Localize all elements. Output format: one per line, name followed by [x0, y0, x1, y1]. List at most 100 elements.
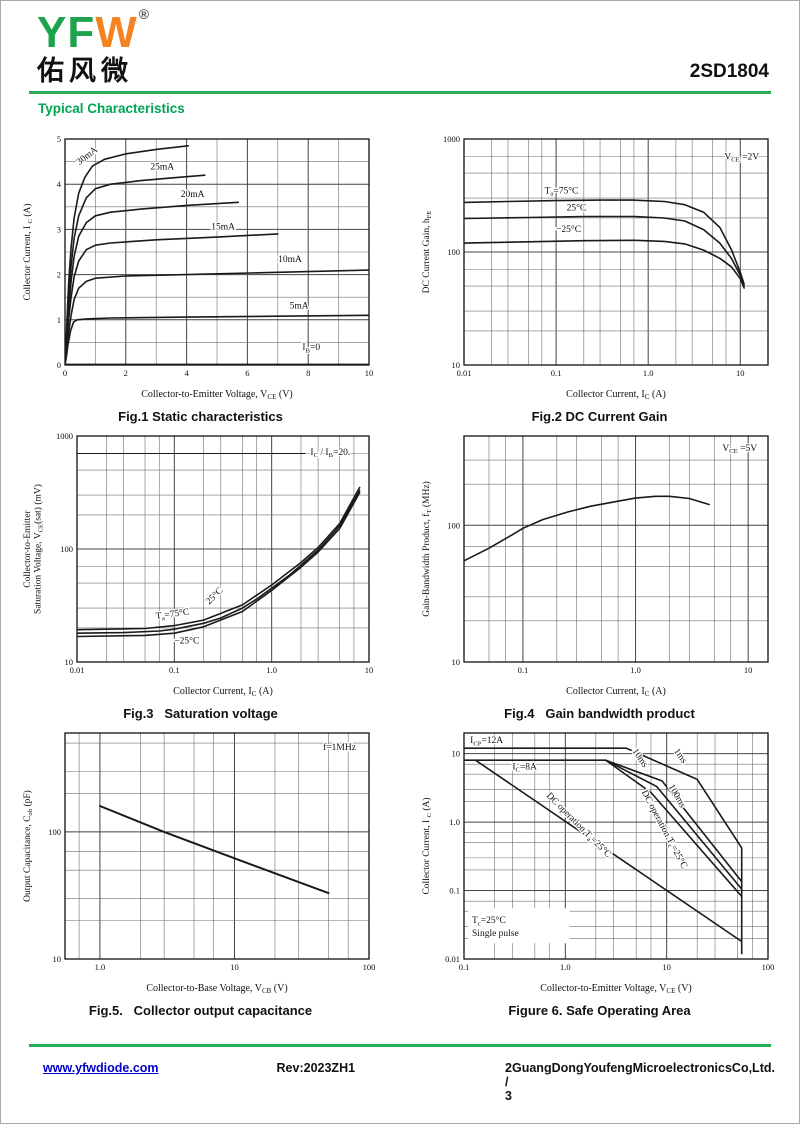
fig5-caption: Fig.5. Collector output capacitance: [88, 1003, 313, 1018]
figure-1: 30mA 25mA 20mA 15mA 10mA 5mA IB=0 0 2 4 6 8 10 0 1 2 3 4 5…: [18, 129, 383, 424]
svg-text:100: 100: [60, 544, 73, 554]
svg-text:ICP=12A: ICP=12A: [470, 736, 503, 747]
svg-text:Collector Current, IC (A): Collector Current, IC (A): [173, 686, 273, 698]
svg-text:Collector Current, I C (A): Collector Current, I C (A): [421, 797, 433, 894]
svg-text:10: 10: [230, 962, 239, 972]
svg-text:100: 100: [447, 520, 460, 530]
page-footer: www.yfwdiode.com Rev:2023ZH1 2 / 3 Guang…: [29, 1044, 775, 1103]
svg-text:Collector-to-Emitter Voltage,: Collector-to-Emitter Voltage, VCE (V): [540, 983, 692, 995]
svg-text:20mA: 20mA: [180, 190, 204, 200]
figure-5: f=1MHz 1.0 10 100 10 100 Collector-to-Base Vol…: [18, 723, 383, 1018]
brand-logo-text: YFW®: [37, 7, 150, 55]
svg-text:25mA: 25mA: [150, 162, 174, 172]
fig3-caption: Fig.3 Saturation voltage: [123, 706, 278, 721]
svg-text:10mA: 10mA: [278, 255, 302, 265]
svg-text:8: 8: [306, 368, 310, 378]
svg-text:0.01: 0.01: [456, 368, 471, 378]
svg-text:0.1: 0.1: [458, 962, 469, 972]
svg-text:1.0: 1.0: [449, 817, 460, 827]
svg-text:5: 5: [56, 134, 60, 144]
svg-text:DC Current Gain, hFE: DC Current Gain, hFE: [422, 211, 433, 294]
svg-text:15mA: 15mA: [211, 222, 235, 232]
svg-text:Output Capacitance, Cob (pF): Output Capacitance, Cob (pF): [22, 790, 34, 902]
svg-text:1.0: 1.0: [630, 665, 641, 675]
fig2-caption: Fig.2 DC Current Gain: [531, 409, 668, 424]
svg-text:100: 100: [761, 962, 774, 972]
svg-text:0: 0: [56, 360, 60, 370]
fig4-caption: Fig.4 Gain bandwidth product: [504, 706, 695, 721]
fig2-dc-current-gain-chart: Ta=75°C 25°C −25°C VCE =2V 0.01 0.1 1.0 10 10 100…: [417, 129, 782, 401]
svg-text:Collector Current, IC (A): Collector Current, IC (A): [566, 686, 666, 698]
svg-text:4: 4: [184, 368, 189, 378]
svg-text:10: 10: [64, 657, 73, 667]
brand-logo-w: W: [95, 8, 138, 57]
svg-text:Ta=75°C: Ta=75°C: [155, 606, 190, 623]
svg-text:0.01: 0.01: [69, 665, 84, 675]
fig1-caption: Fig.1 Static characteristics: [118, 409, 283, 424]
revision-label: Rev:2023ZH1: [276, 1061, 356, 1075]
page-indicator: 2 / 3: [505, 1061, 512, 1103]
svg-text:0.01: 0.01: [445, 954, 460, 964]
fig5-output-capacitance-chart: f=1MHz 1.0 10 100 10 100 Collector-to-Base Vol…: [18, 723, 383, 995]
svg-text:VCE =2V: VCE =2V: [724, 152, 759, 163]
svg-text:10: 10: [52, 954, 61, 964]
svg-text:IB=0: IB=0: [302, 343, 320, 354]
svg-text:IC=8A: IC=8A: [512, 762, 537, 773]
company-name: GuangDongYoufengMicroelectronicsCo,Ltd.: [512, 1061, 775, 1075]
svg-text:0.1: 0.1: [169, 665, 180, 675]
fig4-gain-bandwidth-chart: VCE =5V 0.1 1.0 10 10 100 Collector Current, I…: [417, 426, 782, 698]
footer-row: www.yfwdiode.com Rev:2023ZH1 2 / 3 Guang…: [29, 1061, 775, 1103]
svg-text:1.0: 1.0: [642, 368, 653, 378]
fig6-caption: Figure 6. Safe Operating Area: [508, 1003, 691, 1018]
svg-text:1.0: 1.0: [94, 962, 105, 972]
svg-text:3: 3: [56, 224, 60, 234]
brand-logo: YFW® 佑风微: [37, 7, 150, 85]
svg-text:Single pulse: Single pulse: [472, 929, 519, 939]
svg-text:10: 10: [451, 360, 460, 370]
page-header: YFW® 佑风微 2SD1804: [1, 1, 799, 127]
svg-text:Collector Current, I C (A): Collector Current, I C (A): [22, 203, 34, 300]
svg-text:0.1: 0.1: [517, 665, 528, 675]
svg-text:Collector-to-Base Voltage, VCB: Collector-to-Base Voltage, VCB (V): [146, 983, 287, 995]
svg-text:10: 10: [736, 368, 745, 378]
svg-text:10: 10: [451, 749, 460, 759]
svg-text:Collector Current, IC (A): Collector Current, IC (A): [566, 389, 666, 401]
footer-divider: [29, 1044, 771, 1047]
fig3-saturation-voltage-chart: Ta=75°C25°C−25°CIC / IB=20.0.01 0.1 1.0 101…: [18, 426, 383, 698]
header-divider: [29, 91, 771, 94]
svg-text:100: 100: [447, 247, 460, 257]
svg-text:−25°C: −25°C: [556, 224, 581, 235]
svg-text:10: 10: [364, 368, 373, 378]
svg-text:1000: 1000: [56, 431, 73, 441]
svg-text:10: 10: [662, 962, 671, 972]
svg-text:Collector-to-Emitter: Collector-to-Emitter: [23, 509, 33, 587]
svg-text:0: 0: [62, 368, 66, 378]
svg-text:25°C: 25°C: [566, 203, 586, 214]
svg-text:5mA: 5mA: [289, 302, 308, 312]
figure-3: Ta=75°C 25°C −25°C IC / IB=20. 0.01 0.1 1.0 10 1…: [18, 426, 383, 721]
svg-text:1.0: 1.0: [266, 665, 277, 675]
registered-trademark-icon: ®: [138, 6, 151, 22]
svg-text:Saturation Voltage, VCE(sat): Saturation Voltage, VCE(sat) (mV): [32, 484, 44, 614]
svg-text:10: 10: [743, 665, 752, 675]
svg-text:1000: 1000: [443, 134, 460, 144]
svg-text:2: 2: [56, 270, 60, 280]
svg-text:100: 100: [362, 962, 375, 972]
svg-text:2: 2: [123, 368, 127, 378]
svg-text:−25°C: −25°C: [174, 635, 199, 646]
svg-text:Collector-to-Emitter Voltage,: Collector-to-Emitter Voltage, VCE (V): [141, 389, 293, 401]
svg-text:10: 10: [451, 657, 460, 667]
svg-text:Tc=25°C: Tc=25°C: [472, 915, 506, 927]
svg-text:1: 1: [56, 315, 60, 325]
section-title: Typical Characteristics: [38, 101, 185, 116]
svg-text:Gain-Bandwidth Product, fT (M: Gain-Bandwidth Product, fT (MHz): [421, 481, 433, 616]
website-link[interactable]: www.yfwdiode.com: [43, 1061, 159, 1075]
svg-text:4: 4: [56, 179, 61, 189]
figure-4: VCE =5V 0.1 1.0 10 10 100 Collector Current, I…: [417, 426, 782, 721]
svg-text:10: 10: [364, 665, 373, 675]
svg-text:0.1: 0.1: [449, 886, 460, 896]
svg-text:6: 6: [245, 368, 249, 378]
brand-logo-chinese: 佑风微: [37, 56, 133, 86]
